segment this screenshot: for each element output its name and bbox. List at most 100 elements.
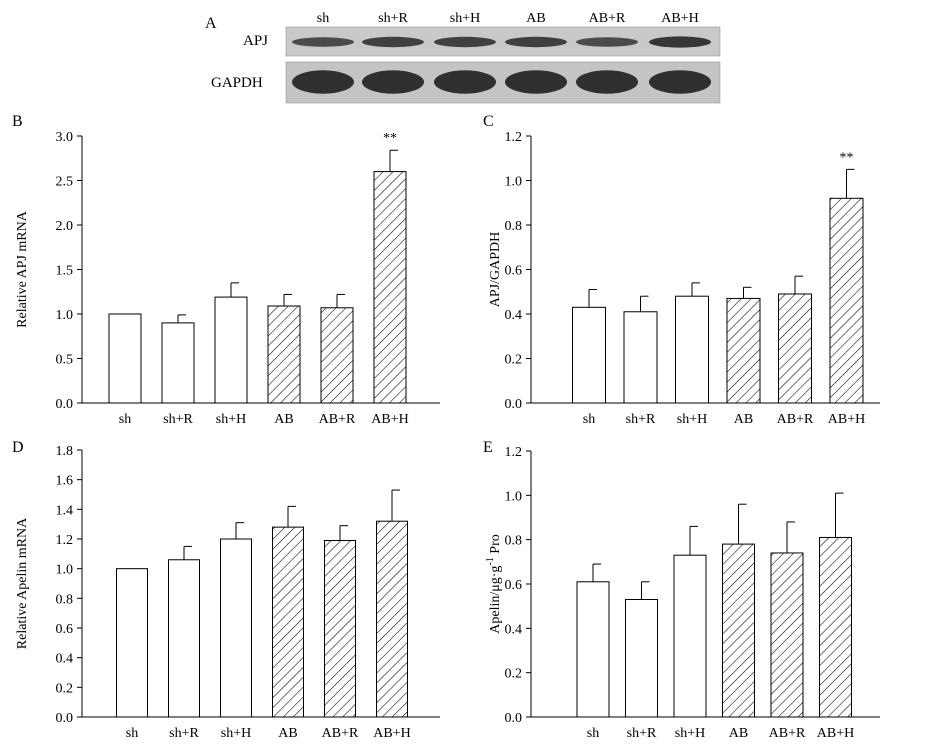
blot-lane-label: sh+R (378, 11, 408, 26)
x-tick-label: AB+R (769, 726, 806, 741)
y-tick-label: 1.0 (505, 175, 523, 190)
blot-band (576, 70, 638, 94)
bar-sh-plus-h (214, 296, 248, 404)
y-tick-label: 0.0 (505, 397, 523, 412)
blot-band (505, 70, 567, 94)
x-tick-label: sh (126, 726, 138, 741)
bar-ab-plus-h (819, 536, 852, 718)
bar-sh-plus-h (220, 538, 252, 718)
blot-band (362, 70, 424, 94)
y-tick-label: 1.0 (505, 489, 523, 504)
x-tick-label: AB (278, 726, 297, 741)
y-tick-label: 0.6 (505, 578, 523, 593)
chart-panel-d: D 0.0 0.2 0.4 0.6 0.8 1.0 1.2 1.4 1.6 1.8 Relative … (12, 439, 440, 741)
blot-lane-label: AB (526, 11, 545, 26)
x-tick-label: AB+H (371, 412, 408, 427)
bar-sh (116, 568, 148, 718)
bar-ab-plus-r (324, 539, 356, 718)
y-tick-label: 1.2 (56, 533, 74, 548)
bar-ab-plus-h (829, 197, 864, 404)
x-tick-label: sh+H (221, 726, 251, 741)
blot-band (292, 37, 354, 47)
y-tick-label: 0.2 (505, 353, 523, 368)
y-tick-label: 0.6 (56, 622, 74, 637)
x-tick-label: AB+H (828, 412, 865, 427)
x-tick-label: sh+H (675, 726, 705, 741)
chart-panel-e: E 0.0 0.2 0.4 0.6 0.8 1.0 1.2 Apelin/μg·g-1 Pro s… (483, 439, 880, 741)
panel-label-a: A (205, 15, 217, 32)
x-tick-label: sh+R (626, 412, 656, 427)
bar-sh-plus-r (623, 311, 658, 404)
x-tick-label: sh+H (677, 412, 707, 427)
panel-label: C (483, 113, 494, 130)
x-tick-label: sh (587, 726, 599, 741)
bar-ab (272, 526, 304, 718)
y-tick-label: 0.8 (56, 592, 74, 607)
y-tick-label: 0.4 (505, 622, 523, 637)
y-axis-label: Relative APJ mRNA (15, 210, 30, 328)
bar-sh-plus-r (168, 559, 200, 718)
y-tick-label: 0.4 (56, 652, 74, 667)
x-tick-label: sh+R (169, 726, 199, 741)
x-tick-label: sh (583, 412, 595, 427)
blot-band (292, 70, 354, 94)
chart-panel-b: B 0.0 0.5 1.0 1.5 2.0 2.5 3.0 Relative APJ mRNA s… (12, 113, 440, 427)
y-tick-label: 1.8 (56, 444, 74, 459)
blot-row-label-apj: APJ (243, 33, 268, 49)
y-tick-label: 3.0 (56, 130, 74, 145)
blot-lane-label: AB+R (589, 11, 626, 26)
y-tick-label: 2.5 (56, 175, 74, 190)
y-tick-label: 0.0 (505, 711, 523, 726)
x-tick-label: AB (734, 412, 753, 427)
bar-sh-plus-r (161, 322, 195, 404)
y-tick-label: 0.5 (56, 353, 74, 368)
bar-sh-plus-h (673, 554, 707, 718)
y-tick-label: 1.6 (56, 474, 74, 489)
x-tick-label: sh+R (163, 412, 193, 427)
bar-sh-plus-h (675, 295, 709, 404)
bar-ab-plus-h (376, 520, 408, 718)
y-tick-label: 1.0 (56, 563, 74, 578)
significance-marker: ** (840, 150, 854, 165)
x-tick-label: AB (729, 726, 748, 741)
y-tick-label: 0.2 (505, 667, 523, 682)
bar-sh (576, 581, 610, 718)
y-axis-label: Relative Apelin mRNA (15, 517, 30, 649)
blot-lane-label: AB+H (661, 11, 698, 26)
panel-label: E (483, 439, 493, 456)
chart-panel-c: C 0.0 0.2 0.4 0.6 0.8 1.0 1.2 APJ/GAPDH sh sh+R sh+… (483, 113, 880, 427)
panel-label: D (12, 439, 24, 456)
bar-sh-plus-r (625, 599, 658, 718)
blot-lane-label: sh+H (450, 11, 480, 26)
y-tick-label: 0.4 (505, 308, 523, 323)
y-tick-label: 0.8 (505, 219, 523, 234)
y-tick-label: 1.5 (56, 264, 74, 279)
bar-ab (726, 297, 761, 404)
y-axis-label: Apelin/μg·g-1 Pro (485, 534, 503, 633)
x-tick-label: AB+R (319, 412, 356, 427)
blot-band (649, 36, 711, 48)
x-tick-label: AB+R (322, 726, 359, 741)
bar-sh (572, 306, 606, 404)
y-tick-label: 0.0 (56, 711, 74, 726)
blot-band (362, 36, 424, 48)
significance-marker: ** (383, 131, 397, 146)
bar-ab-plus-r (320, 307, 354, 404)
x-tick-label: AB+H (373, 726, 410, 741)
x-tick-label: sh+R (627, 726, 657, 741)
y-tick-label: 1.0 (56, 308, 74, 323)
y-tick-label: 0.8 (505, 534, 523, 549)
blot-band (434, 36, 496, 48)
blot-lane-label: sh (317, 11, 329, 26)
y-tick-label: 1.4 (56, 503, 74, 518)
bar-sh (108, 313, 142, 404)
bar-ab-plus-r (770, 552, 804, 718)
bar-ab (722, 543, 755, 718)
x-tick-label: sh+H (216, 412, 246, 427)
x-tick-label: AB+R (777, 412, 814, 427)
bar-ab-plus-h (373, 171, 407, 404)
blot-band (649, 70, 711, 94)
y-tick-label: 0.6 (505, 264, 523, 279)
y-axis-label: APJ/GAPDH (488, 232, 503, 307)
